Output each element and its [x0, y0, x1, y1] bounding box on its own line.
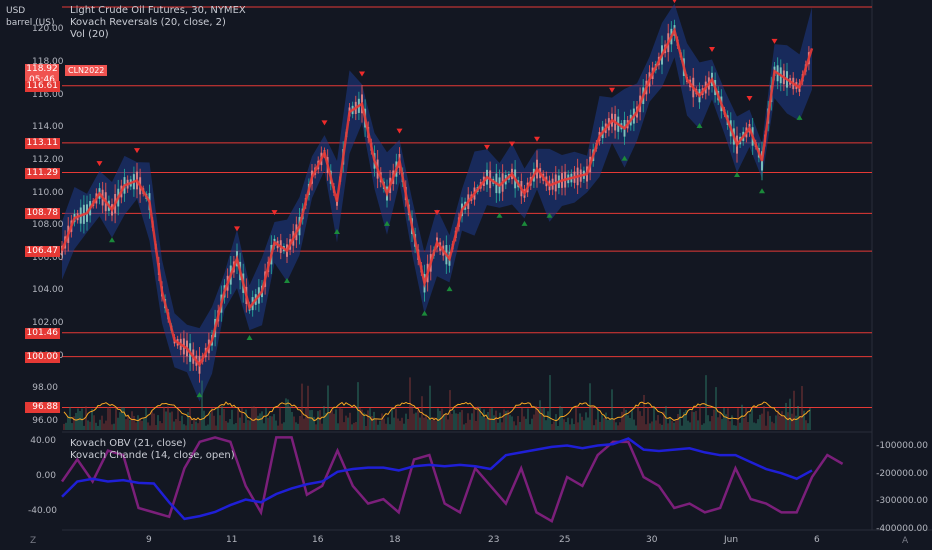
price-axis-label: 120.00 [32, 24, 64, 35]
time-axis-label: 11 [226, 535, 238, 545]
buy-signal-marker [546, 212, 553, 218]
chande-axis-label: 0.00 [35, 471, 56, 482]
buy-signal-marker [496, 212, 503, 218]
obv-axis-label: -300000.00 [876, 496, 928, 507]
time-axis-label: 16 [312, 535, 324, 545]
indicator-chande-label[interactable]: Kovach Chande (14, close, open) [70, 450, 235, 461]
volume-oscillator-line [63, 401, 811, 422]
price-axis-label: 108.00 [32, 220, 64, 231]
sell-signal-marker [534, 136, 540, 142]
level-tag: 116.61 [25, 80, 60, 92]
last-price-value: 118.92 [26, 64, 58, 74]
price-axis-label: 116.00 [32, 89, 64, 100]
level-tag: 108.78 [25, 208, 60, 220]
unit-label: barrel (US) [6, 18, 55, 28]
price-axis-label: 118.00 [32, 57, 64, 68]
sell-signal-marker [396, 128, 403, 134]
sell-signal-marker [509, 141, 515, 147]
sell-signal-marker [234, 226, 240, 232]
chande-line [60, 436, 844, 524]
time-axis-label: Jun [724, 535, 739, 545]
sell-signal-marker [746, 95, 753, 101]
indicator-obv-label[interactable]: Kovach OBV (21, close) [70, 438, 187, 449]
sell-signal-marker [321, 120, 328, 126]
time-axis-label: 25 [559, 535, 571, 545]
buy-signal-marker [446, 286, 453, 292]
buy-signal-marker [246, 335, 253, 341]
price-axis-label: 104.00 [32, 285, 64, 296]
sell-signal-marker [484, 144, 490, 150]
sell-signal-marker [672, 0, 677, 4]
price-axis-label: 102.00 [32, 318, 64, 328]
buy-signal-marker [109, 237, 115, 243]
sell-signal-marker [359, 71, 365, 77]
bar-countdown: 05:46 [25, 75, 59, 86]
buy-signal-marker [421, 310, 428, 316]
indicator-reversals-label[interactable]: Kovach Reversals (20, close, 2) [70, 17, 226, 28]
sell-signal-marker [709, 47, 715, 53]
buy-signal-marker [759, 188, 765, 194]
auto-scale-icon[interactable]: A [902, 536, 909, 546]
time-axis-label: 23 [488, 535, 500, 545]
buy-signal-marker [384, 220, 390, 226]
price-axis-label: 106.00 [32, 252, 64, 263]
sell-signal-marker [609, 87, 615, 93]
price-axis-label: 110.00 [32, 187, 64, 198]
level-tag: 101.46 [25, 327, 60, 339]
obv-axis-label: -100000.00 [876, 440, 928, 451]
buy-signal-marker [334, 229, 340, 235]
level-tag: 111.29 [25, 167, 60, 179]
sell-signal-marker [434, 210, 440, 216]
price-axis-label: 114.00 [32, 122, 64, 133]
buy-signal-marker [621, 155, 628, 161]
buy-signal-marker [196, 392, 203, 398]
time-axis-label: 9 [146, 535, 152, 545]
obv-axis-label: -400000.00 [876, 524, 928, 534]
price-axis-label: 112.00 [32, 154, 64, 165]
level-tag: 106.47 [25, 246, 60, 258]
level-tag: 96.88 [25, 402, 60, 414]
price-axis-label: 98.00 [32, 383, 58, 394]
level-tag: 100.00 [25, 351, 60, 363]
sell-signal-marker [134, 148, 140, 154]
sell-signal-marker [271, 210, 278, 216]
obv-line [61, 437, 813, 521]
time-axis-label: 6 [814, 535, 820, 545]
buy-signal-marker [696, 123, 703, 129]
buy-signal-marker [521, 220, 528, 226]
reversal-line [60, 26, 814, 368]
last-price-tag: 118.92 05:46 [25, 64, 59, 86]
chart-title[interactable]: Light Crude Oil Futures, 30, NYMEX [70, 5, 246, 16]
indicator-volume-label[interactable]: Vol (20) [70, 29, 109, 40]
symbol-tag: CLN2022 [65, 65, 108, 76]
buy-signal-marker [796, 114, 803, 120]
buy-signal-marker [284, 277, 290, 283]
buy-signal-marker [734, 171, 740, 177]
chande-axis-label: -40.00 [28, 506, 58, 517]
time-axis-label: 30 [646, 535, 658, 545]
price-axis-label: 96.00 [32, 415, 58, 426]
sell-signal-marker [771, 38, 778, 44]
level-tag: 113.11 [25, 137, 60, 149]
time-axis-label: 18 [389, 535, 401, 545]
zoom-reset-icon[interactable]: Z [30, 536, 37, 546]
sell-signal-marker [96, 161, 103, 167]
currency-label: USD [6, 6, 26, 16]
chande-axis-label: 40.00 [30, 435, 56, 446]
obv-axis-label: -200000.00 [876, 468, 928, 479]
